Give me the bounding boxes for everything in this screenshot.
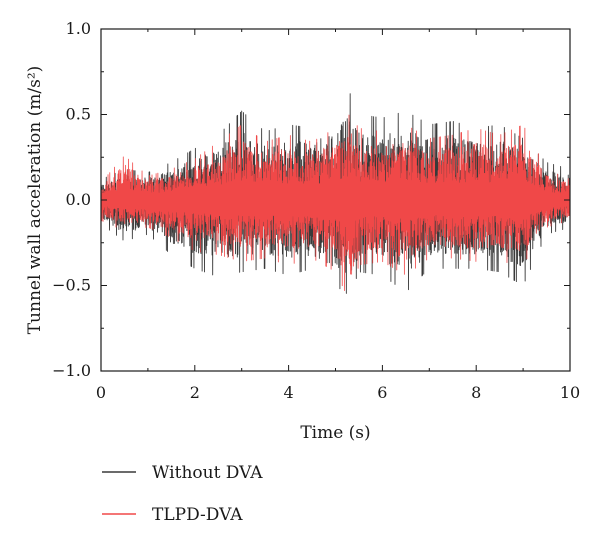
x-tick-label: 10 [560,383,580,402]
x-tick-label: 2 [190,383,200,402]
x-tick-label: 6 [377,383,387,402]
legend-label-tlpd-dva: TLPD-DVA [152,505,243,525]
x-tick-label: 8 [471,383,481,402]
x-axis-title: Time (s) [300,423,370,443]
y-axis-title: Tunnel wall acceleration (m/s²) [25,66,45,335]
x-tick-label: 4 [284,383,294,402]
plot-data-area [100,93,571,294]
y-tick-label: −1.0 [52,361,91,380]
x-tick-label: 0 [96,383,106,402]
series-line-tlpd-dva [100,114,571,291]
axis-tick-labels: 0 2 4 6 8 10 −1.0 −0.5 0.0 0.5 1.0 [52,19,580,402]
legend: Without DVA TLPD-DVA [102,463,263,525]
y-tick-label: −0.5 [52,276,91,295]
y-tick-label: 0.5 [66,105,91,124]
y-tick-label: 1.0 [66,19,91,38]
legend-label-without-dva: Without DVA [152,463,263,483]
axis-ticks [100,28,571,372]
y-tick-label: 0.0 [66,190,91,209]
